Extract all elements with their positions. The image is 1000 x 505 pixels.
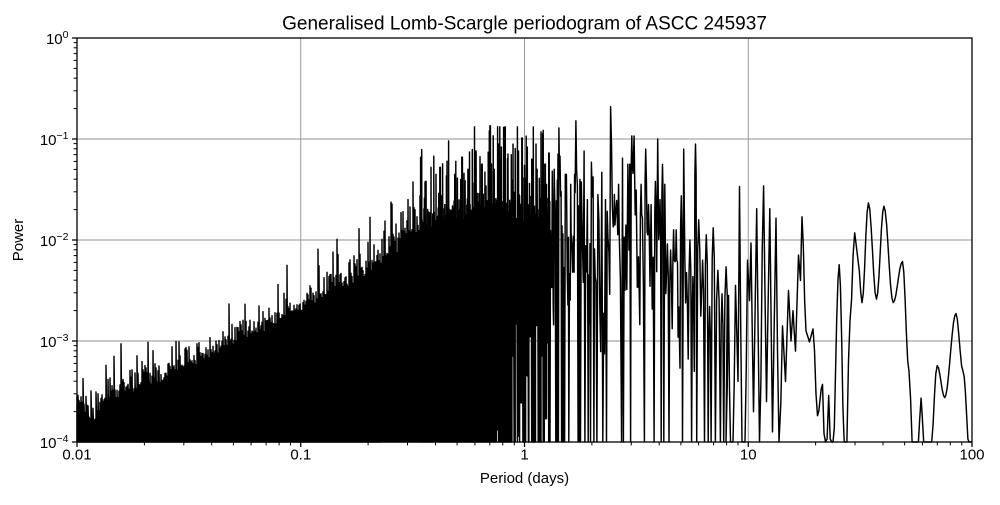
svg-text:Generalised Lomb-Scargle perio: Generalised Lomb-Scargle periodogram of … (282, 13, 767, 34)
svg-text:100: 100 (46, 29, 69, 48)
svg-text:10−2: 10−2 (40, 231, 69, 250)
svg-text:10: 10 (740, 447, 757, 464)
svg-text:10−3: 10−3 (40, 332, 69, 351)
svg-text:100: 100 (959, 447, 984, 464)
svg-text:Period (days): Period (days) (480, 470, 569, 487)
svg-text:0.01: 0.01 (62, 447, 91, 464)
svg-text:10−1: 10−1 (40, 130, 69, 149)
svg-text:0.1: 0.1 (290, 447, 311, 464)
svg-text:1: 1 (520, 447, 528, 464)
svg-text:Power: Power (10, 219, 27, 262)
